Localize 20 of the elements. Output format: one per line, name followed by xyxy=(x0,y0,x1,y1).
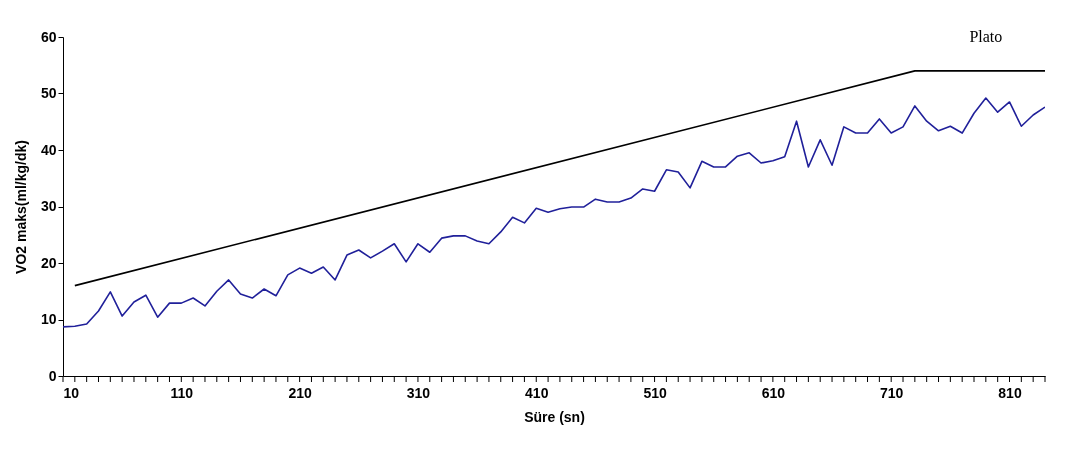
y-tick-label: 60 xyxy=(40,28,57,45)
annotation: Plato xyxy=(969,27,1003,45)
x-tick-label: 610 xyxy=(761,384,786,401)
x-axis-title: Süre (sn) xyxy=(524,408,585,425)
y-tick-label: 50 xyxy=(40,85,57,101)
y-tick-label: 10 xyxy=(40,311,57,327)
x-tick-label: 510 xyxy=(643,384,667,401)
y-tick-label: 30 xyxy=(40,198,57,214)
x-tick-label: 110 xyxy=(170,384,194,401)
y-tick-label: 40 xyxy=(40,141,57,158)
y-tick-label: 20 xyxy=(40,254,57,271)
x-tick-label: 10 xyxy=(63,384,80,401)
y-axis-title: VO2 maks(ml/kg/dk) xyxy=(12,140,29,274)
y-tick-label: 0 xyxy=(48,367,57,384)
x-tick-label: 810 xyxy=(998,384,1022,401)
line-series xyxy=(63,97,1045,328)
x-tick-label: 710 xyxy=(880,384,904,401)
x-tick-label: 410 xyxy=(525,384,549,401)
x-tick-label: 310 xyxy=(406,384,431,401)
x-tick-label: 210 xyxy=(288,384,313,401)
